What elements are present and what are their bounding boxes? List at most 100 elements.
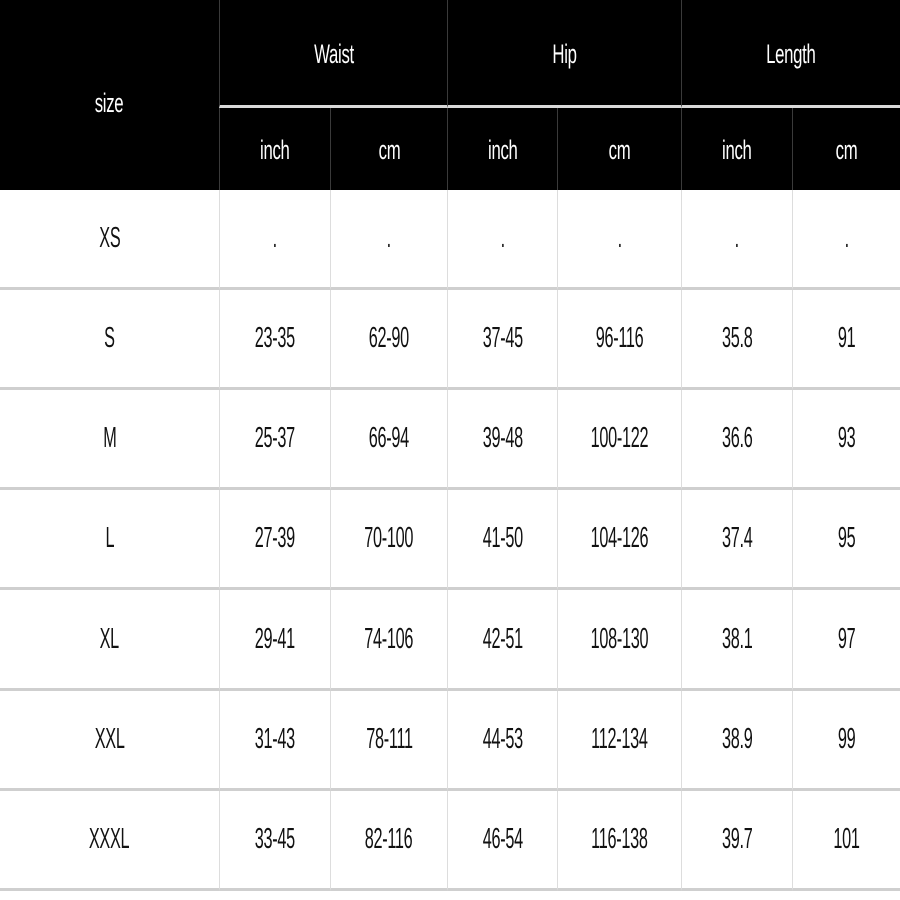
value-text: 62-90 <box>368 322 410 354</box>
size-cell: L <box>0 490 219 590</box>
size-cell: XXL <box>0 691 219 791</box>
header-group-label: Hip <box>552 39 577 69</box>
value-text: 91 <box>837 322 856 354</box>
value-text: 100-122 <box>590 422 649 454</box>
size-label: XXXL <box>89 823 130 855</box>
waist-cm-cell: 70-100 <box>330 490 447 590</box>
waist-cm-cell: 62-90 <box>330 290 447 390</box>
header-unit-hip-cm: cm <box>557 108 681 190</box>
header-unit-length-cm: cm <box>792 108 900 190</box>
length-inch-cell: 35.8 <box>681 290 792 390</box>
header-unit-label: inch <box>260 134 290 165</box>
header-unit-label: cm <box>608 134 631 165</box>
size-label: XS <box>98 222 121 254</box>
value-text: 116-138 <box>591 823 648 855</box>
hip-inch-cell: 39-48 <box>447 390 557 490</box>
value-text: 108-130 <box>590 622 649 655</box>
hip-cm-cell: . <box>557 190 681 290</box>
size-cell: XXXL <box>0 791 219 891</box>
waist-inch-cell: 27-39 <box>219 490 330 590</box>
waist-inch-cell: 25-37 <box>219 390 330 490</box>
value-text: 66-94 <box>368 422 410 454</box>
size-label: XL <box>99 622 120 655</box>
value-text: . <box>734 222 740 254</box>
value-text: 39-48 <box>482 422 523 454</box>
length-inch-cell: 39.7 <box>681 791 792 891</box>
value-text: . <box>386 222 392 254</box>
header-group-length: Length <box>681 0 900 108</box>
value-text: 35.8 <box>721 322 753 354</box>
length-inch-cell: . <box>681 190 792 290</box>
hip-inch-cell: 41-50 <box>447 490 557 590</box>
waist-inch-cell: 29-41 <box>219 590 330 691</box>
size-label: S <box>104 322 115 354</box>
header-unit-label: inch <box>487 134 518 165</box>
value-text: 41-50 <box>482 522 523 554</box>
header-group-label: Waist <box>313 39 354 69</box>
waist-inch-cell: 33-45 <box>219 791 330 891</box>
hip-cm-cell: 108-130 <box>557 590 681 691</box>
hip-inch-cell: 42-51 <box>447 590 557 691</box>
hip-cm-cell: 100-122 <box>557 390 681 490</box>
length-cm-cell: 101 <box>792 791 900 891</box>
size-cell: S <box>0 290 219 390</box>
hip-inch-cell: 44-53 <box>447 691 557 791</box>
value-text: 95 <box>837 522 856 554</box>
value-text: 33-45 <box>254 823 296 855</box>
value-text: 38.9 <box>721 723 753 755</box>
size-cell: XL <box>0 590 219 691</box>
hip-cm-cell: 116-138 <box>557 791 681 891</box>
value-text: 112-134 <box>591 723 648 755</box>
hip-cm-cell: 104-126 <box>557 490 681 590</box>
value-text: 39.7 <box>721 823 753 855</box>
header-unit-hip-inch: inch <box>447 108 557 190</box>
size-label: XXL <box>94 723 125 755</box>
value-text: 36.6 <box>721 422 753 454</box>
value-text: 93 <box>837 422 856 454</box>
value-text: 27-39 <box>254 522 296 554</box>
header-group-waist: Waist <box>219 0 447 108</box>
value-text: 74-106 <box>364 622 414 655</box>
header-group-hip: Hip <box>447 0 681 108</box>
value-text: 31-43 <box>254 723 296 755</box>
value-text: . <box>500 222 505 254</box>
length-inch-cell: 38.1 <box>681 590 792 691</box>
value-text: 37.4 <box>721 522 753 554</box>
value-text: 70-100 <box>364 522 414 554</box>
waist-inch-cell: 31-43 <box>219 691 330 791</box>
value-text: 25-37 <box>254 422 296 454</box>
value-text: 96-116 <box>595 322 644 354</box>
header-unit-label: cm <box>378 134 400 165</box>
value-text: 82-116 <box>365 823 413 855</box>
hip-cm-cell: 112-134 <box>557 691 681 791</box>
value-text: 38.1 <box>721 622 753 655</box>
hip-inch-cell: 46-54 <box>447 791 557 891</box>
header-size: size <box>0 0 219 190</box>
waist-cm-cell: . <box>330 190 447 290</box>
length-cm-cell: 91 <box>792 290 900 390</box>
value-text: 42-51 <box>482 622 523 655</box>
header-unit-waist-inch: inch <box>219 108 330 190</box>
size-label: M <box>102 422 117 454</box>
hip-inch-cell: . <box>447 190 557 290</box>
value-text: 44-53 <box>482 723 523 755</box>
waist-inch-cell: 23-35 <box>219 290 330 390</box>
length-cm-cell: . <box>792 190 900 290</box>
waist-cm-cell: 74-106 <box>330 590 447 691</box>
length-inch-cell: 36.6 <box>681 390 792 490</box>
header-unit-waist-cm: cm <box>330 108 447 190</box>
hip-cm-cell: 96-116 <box>557 290 681 390</box>
header-unit-label: inch <box>722 134 752 165</box>
value-text: 29-41 <box>254 622 296 655</box>
value-text: 99 <box>837 723 856 755</box>
value-text: 46-54 <box>482 823 523 855</box>
waist-inch-cell: . <box>219 190 330 290</box>
length-cm-cell: 95 <box>792 490 900 590</box>
waist-cm-cell: 78-111 <box>330 691 447 791</box>
value-text: 104-126 <box>590 522 649 554</box>
value-text: 23-35 <box>254 322 296 354</box>
header-group-label: Length <box>766 39 816 69</box>
value-text: . <box>272 222 278 254</box>
length-cm-cell: 93 <box>792 390 900 490</box>
